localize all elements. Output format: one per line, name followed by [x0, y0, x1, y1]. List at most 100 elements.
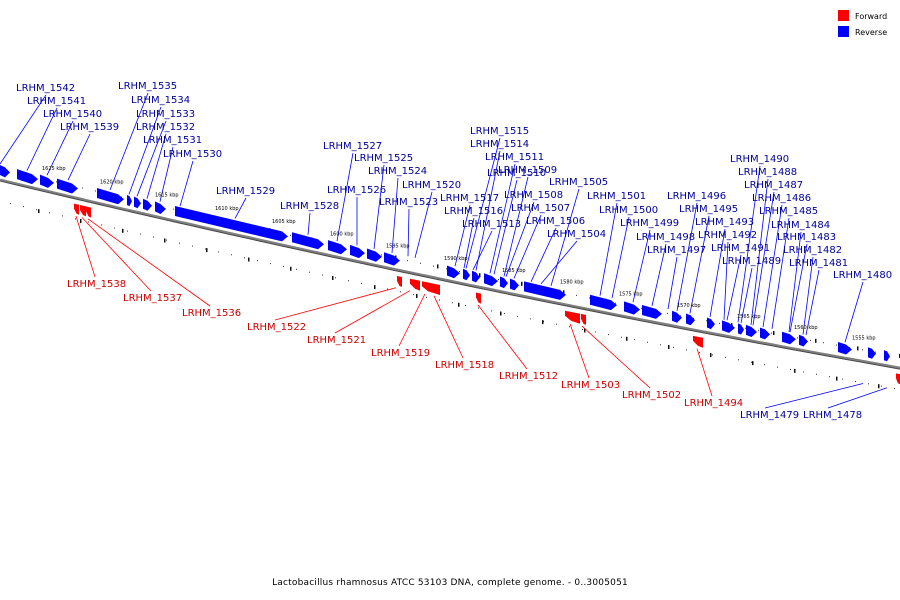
lower-rail-dot [569, 326, 570, 328]
lower-rail-dot [634, 339, 635, 341]
reverse-leader-line [651, 243, 667, 306]
reverse-leader-line [726, 254, 742, 321]
forward-gene-label: LRHM_1521 [307, 335, 366, 346]
reverse-gene-label: LRHM_1530 [163, 149, 222, 160]
reverse-gene-arrow [686, 313, 695, 326]
reverse-gene-arrow [463, 268, 470, 281]
reverse-gene-label: LRHM_1533 [136, 109, 195, 120]
lower-rail-dot [465, 305, 466, 306]
reverse-gene-label: LRHM_1488 [738, 167, 797, 178]
lower-rail-dot [530, 318, 531, 320]
reverse-leader-line [136, 120, 167, 197]
reverse-gene-arrow [127, 195, 132, 207]
upper-rail-dot [420, 262, 421, 264]
forward-gene-arrow [581, 313, 586, 325]
upper-rail-dot [381, 254, 382, 256]
reverse-leader-line [540, 240, 578, 285]
lower-rail-dot [153, 236, 154, 238]
reverse-leader-line [667, 256, 678, 310]
reverse-gene-label: LRHM_1520 [402, 180, 461, 191]
reverse-leader-line [827, 387, 888, 409]
reverse-leader-line [0, 94, 47, 165]
reverse-gene-arrow [350, 244, 365, 259]
upper-rail-dot [719, 322, 720, 324]
reverse-leader-line [414, 191, 433, 258]
reverse-leader-line [788, 231, 802, 333]
kbp-tick-label: 1555 kbp [852, 336, 876, 342]
upper-rail-tick [815, 338, 817, 343]
lower-rail-tick [710, 353, 712, 358]
lower-rail-dot [894, 388, 895, 389]
kbp-tick-label: 1585 kbp [502, 268, 526, 274]
reverse-gene-arrow [624, 301, 640, 315]
lower-rail-dot [647, 341, 648, 343]
forward-gene-arrow [565, 310, 580, 324]
label-leader-lines [0, 92, 888, 409]
lower-rail-dot [283, 265, 284, 267]
lower-rail-dot [309, 271, 310, 273]
reverse-leader-line [489, 163, 516, 274]
lower-rail-dot [179, 242, 180, 244]
lower-rail-dot [62, 215, 63, 217]
reverse-leader-line [505, 201, 535, 277]
reverse-gene-arrow [746, 324, 757, 337]
reverse-gene-label: LRHM_1492 [698, 230, 757, 241]
lower-rail-dot [335, 277, 336, 279]
lower-rail-dot [829, 376, 830, 378]
upper-rail-dot [641, 307, 642, 309]
forward-gene-label: LRHM_1519 [371, 348, 430, 359]
lower-rail-tick [416, 294, 418, 298]
reverse-gene-arrow [672, 310, 682, 323]
upper-rail-tick [437, 264, 439, 269]
reverse-leader-line [676, 202, 698, 311]
forward-gene-label: LRHM_1538 [67, 279, 126, 290]
gene-labels: LRHM_1542 LRHM_1541 LRHM_1540 LRHM_1539 LRHM… [16, 81, 892, 421]
reverse-leader-line [373, 164, 385, 250]
lower-rail-dot [257, 260, 258, 262]
upper-rail-dot [680, 315, 681, 317]
reverse-leader-line [159, 146, 174, 202]
forward-gene-arrow [74, 203, 79, 215]
reverse-gene-label: LRHM_1506 [526, 216, 585, 227]
upper-rail-dot [82, 187, 83, 189]
reverse-gene-label: LRHM_1495 [679, 204, 738, 215]
kbp-tick-label: 1590 kbp [444, 256, 468, 262]
reverse-gene-arrow [524, 281, 566, 300]
kbp-tick-label: 1560 kbp [794, 325, 818, 331]
lower-rail-dot [608, 334, 609, 336]
upper-rail-dot [810, 339, 811, 341]
upper-rail-dot [576, 294, 577, 296]
reverse-gene-arrow [447, 265, 460, 279]
lower-rail-dot [556, 323, 557, 325]
lower-rail-dot [49, 212, 50, 214]
reverse-leader-line [46, 120, 74, 176]
forward-leader-line [334, 290, 411, 334]
lower-rail-dot [855, 381, 856, 382]
forward-gene-label: LRHM_1494 [684, 398, 743, 409]
reverse-gene-arrow [782, 331, 796, 345]
reverse-gene-label: LRHM_1487 [744, 180, 803, 191]
reverse-gene-arrow [799, 334, 808, 347]
upper-rail-dot [433, 265, 434, 267]
upper-rail-dot [745, 327, 746, 329]
lower-rail-dot [75, 218, 76, 220]
reverse-gene-label: LRHM_1485 [759, 206, 818, 217]
reverse-gene-label: LRHM_1534 [131, 95, 190, 106]
upper-rail-dot [667, 312, 668, 314]
lower-rail-dot [166, 239, 167, 241]
reverse-gene-arrow [175, 206, 288, 242]
legend: Forward Reverse [838, 10, 887, 37]
lower-rail-dot [322, 274, 323, 276]
genome-caption: Lactobacillus rhamnosus ATCC 53103 DNA, … [272, 578, 628, 588]
reverse-gene-label: LRHM_1501 [587, 191, 646, 202]
lower-rail-dot [660, 344, 661, 346]
forward-leader-line [81, 217, 152, 292]
lower-rail-tick [584, 328, 586, 333]
reverse-gene-label: LRHM_1478 [803, 410, 862, 421]
upper-rail-tick [731, 323, 733, 328]
kbp-tick-label: 1600 kbp [330, 232, 354, 238]
lower-rail-dot [491, 310, 492, 312]
lower-rail-dot [699, 351, 700, 353]
lower-rail-tick [458, 302, 460, 307]
kbp-tick-label: 1625 kbp [42, 166, 66, 172]
